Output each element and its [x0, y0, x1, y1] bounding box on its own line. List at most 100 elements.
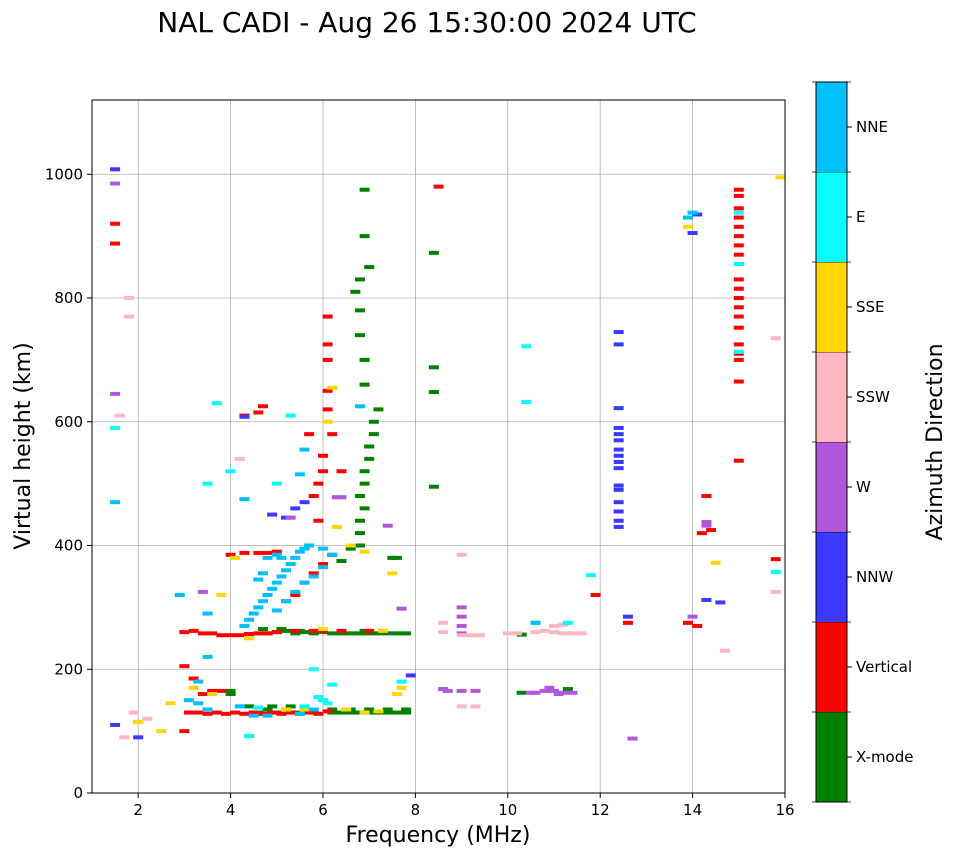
data-point-ssw [465, 633, 476, 638]
data-point-nnw [405, 673, 416, 678]
data-point-nne [299, 447, 310, 452]
data-point-x-mode [276, 627, 287, 632]
data-point-x-mode [350, 289, 361, 294]
data-point-sse [327, 385, 338, 390]
data-point-vertical [267, 710, 278, 715]
data-point-w [110, 181, 121, 186]
colorbar-label: NNW [856, 568, 893, 586]
data-point-w [539, 688, 550, 693]
data-point-w [438, 687, 449, 692]
data-point-x-mode [401, 710, 412, 715]
data-point-e [521, 344, 532, 349]
data-point-vertical [733, 277, 744, 282]
data-point-sse [682, 224, 693, 229]
data-point-vertical [285, 710, 296, 715]
data-point-e [299, 704, 310, 709]
data-point-nne [271, 608, 282, 613]
data-point-vertical [225, 633, 236, 638]
data-point-w [456, 614, 467, 619]
data-point-e [253, 705, 264, 710]
data-point-vertical [197, 631, 208, 636]
data-point-vertical [322, 357, 333, 362]
data-point-x-mode [244, 704, 255, 709]
data-point-e [211, 401, 222, 406]
data-point-vertical [701, 494, 712, 498]
data-point-e [308, 667, 319, 672]
data-point-x-mode [257, 627, 268, 632]
data-point-nne [239, 623, 250, 628]
data-point-vertical [253, 410, 264, 415]
data-point-nne [193, 701, 204, 706]
data-point-vertical [304, 710, 315, 715]
data-point-nne [262, 555, 273, 560]
x-tick-label: 8 [411, 801, 421, 819]
data-point-nnw [133, 735, 144, 740]
y-tick-label: 800 [54, 289, 83, 307]
data-point-x-mode [345, 710, 356, 715]
data-point-nnw [613, 487, 624, 492]
data-point-sse [359, 710, 370, 715]
plot-area [91, 99, 786, 794]
colorbar-label: NNE [856, 118, 888, 136]
data-point-nne [202, 707, 213, 712]
data-point-x-mode [354, 531, 365, 536]
data-point-x-mode [354, 308, 365, 313]
data-point-nnw [613, 330, 624, 335]
data-point-vertical [696, 531, 707, 536]
data-point-vertical [188, 628, 199, 633]
data-point-x-mode [359, 382, 370, 387]
data-point-nnw [613, 447, 624, 452]
data-point-sse [318, 627, 328, 632]
data-point-ssw [456, 633, 467, 638]
data-point-w [544, 685, 555, 690]
data-point-nnw [687, 231, 698, 236]
data-point-e [770, 570, 781, 575]
data-point-x-mode [364, 456, 375, 461]
data-point-nne [687, 210, 698, 215]
data-point-ssw [470, 704, 481, 709]
data-point-x-mode [327, 631, 338, 636]
data-point-nne [318, 546, 328, 551]
data-point-e [396, 679, 407, 684]
data-point-ssw [438, 630, 449, 635]
data-point-nne [253, 577, 264, 582]
data-point-vertical [110, 241, 121, 246]
data-point-vertical [322, 388, 333, 393]
data-point-nnw [613, 500, 624, 505]
data-point-sse [341, 707, 352, 712]
data-point-vertical [207, 688, 218, 693]
data-point-x-mode [345, 631, 356, 636]
data-point-ssw [719, 648, 730, 653]
data-point-ssw [576, 631, 587, 636]
data-point-x-mode [354, 494, 365, 498]
data-point-vertical [253, 550, 264, 555]
data-point-e [202, 481, 213, 486]
data-point-e [225, 469, 236, 474]
data-point-sse [331, 524, 342, 529]
data-point-nne [308, 707, 319, 712]
data-point-vertical [271, 630, 282, 635]
data-point-nnw [715, 600, 726, 605]
data-point-ssw [123, 314, 134, 319]
data-point-vertical [230, 710, 241, 715]
data-point-vertical [318, 453, 328, 458]
data-point-nnw [613, 483, 624, 488]
data-point-e [110, 425, 121, 430]
data-point-x-mode [364, 265, 375, 270]
colorbar-segment [816, 622, 847, 712]
data-point-ssw [567, 631, 578, 636]
data-point-vertical [179, 664, 190, 669]
data-point-x-mode [262, 707, 273, 712]
data-point-x-mode [354, 543, 365, 548]
x-axis-ticks: 2 4 6 8 10 12 14 16 [133, 793, 795, 819]
data-point-w [549, 688, 559, 693]
data-point-nne [110, 500, 121, 505]
data-point-ssw [119, 735, 130, 740]
data-point-nne [276, 574, 287, 579]
data-point-nnw [267, 512, 278, 517]
data-point-vertical [733, 215, 744, 220]
data-point-vertical [262, 550, 273, 555]
data-point-ssw [770, 589, 781, 594]
data-point-nne [248, 611, 259, 616]
data-point-vertical [290, 593, 301, 597]
